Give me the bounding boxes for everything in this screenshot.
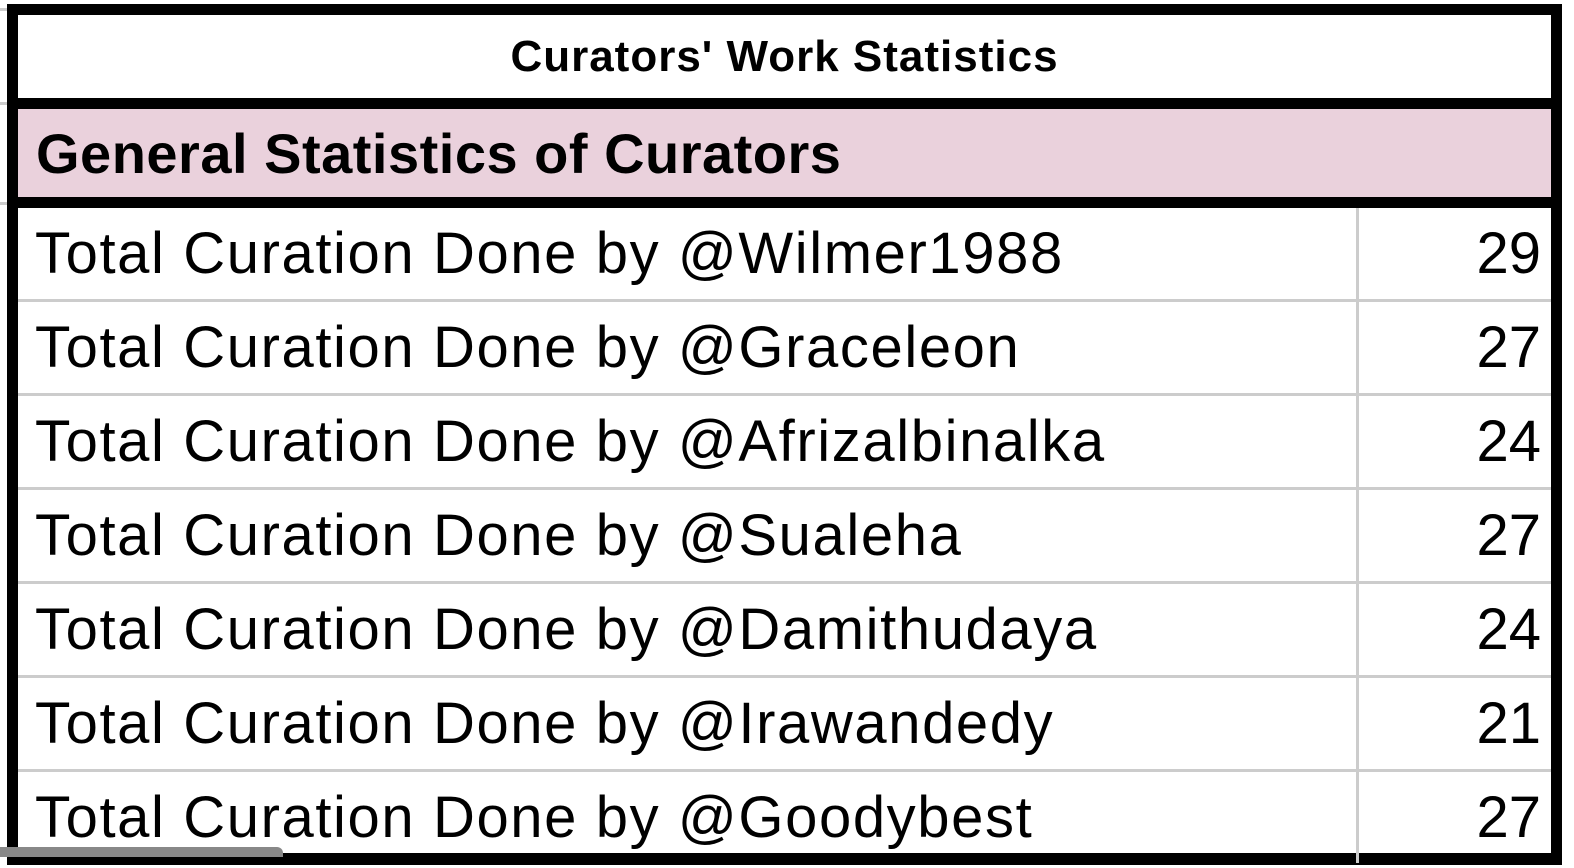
cell-label[interactable]: Total Curation Done by @Graceleon: [18, 302, 1359, 393]
cell-value[interactable]: 27: [1476, 503, 1541, 568]
section-header[interactable]: General Statistics of Curators: [18, 109, 1551, 208]
cell-value[interactable]: 24: [1476, 597, 1541, 662]
cell-label[interactable]: Total Curation Done by @Afrizalbinalka: [18, 396, 1359, 487]
horizontal-scrollbar[interactable]: [0, 847, 283, 857]
gridline: [0, 102, 7, 105]
cell-label[interactable]: Total Curation Done by @Goodybest: [18, 772, 1359, 863]
table-row: Total Curation Done by @Afrizalbinalka 2…: [18, 396, 1551, 490]
table-row: Total Curation Done by @Graceleon 27: [18, 302, 1551, 396]
cell-value[interactable]: 27: [1476, 315, 1541, 380]
gridline: [0, 202, 7, 205]
cell-value[interactable]: 29: [1476, 221, 1541, 286]
cell-label[interactable]: Total Curation Done by @Irawandedy: [18, 678, 1359, 769]
table-row: Total Curation Done by @Wilmer1988 29: [18, 208, 1551, 302]
cell-value[interactable]: 21: [1476, 691, 1541, 756]
table-row: Total Curation Done by @Goodybest 27: [18, 772, 1551, 863]
table-body: Total Curation Done by @Wilmer1988 29 To…: [18, 208, 1551, 863]
cell-label[interactable]: Total Curation Done by @Wilmer1988: [18, 208, 1359, 299]
cell-value[interactable]: 27: [1476, 785, 1541, 850]
cell-value[interactable]: 24: [1476, 409, 1541, 474]
table-row: Total Curation Done by @Sualeha 27: [18, 490, 1551, 584]
table-row: Total Curation Done by @Irawandedy 21: [18, 678, 1551, 772]
table-row: Total Curation Done by @Damithudaya 24: [18, 584, 1551, 678]
cell-label[interactable]: Total Curation Done by @Sualeha: [18, 490, 1359, 581]
gridline: [0, 8, 7, 11]
cell-label[interactable]: Total Curation Done by @Damithudaya: [18, 584, 1359, 675]
spreadsheet-table: Curators' Work Statistics General Statis…: [7, 4, 1562, 865]
table-title[interactable]: Curators' Work Statistics: [18, 15, 1551, 109]
